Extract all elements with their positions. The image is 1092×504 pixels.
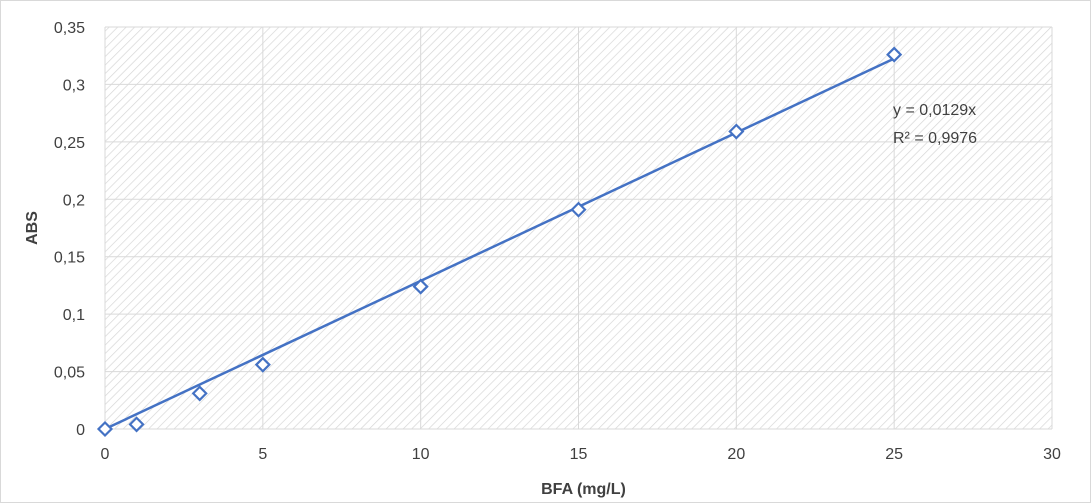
data-point	[728, 123, 745, 140]
data-points	[96, 46, 903, 438]
data-point	[254, 356, 271, 373]
y-tick-label: 0,2	[63, 192, 85, 209]
x-tick-label: 15	[570, 446, 588, 463]
y-tick-label: 0,3	[63, 77, 85, 94]
y-tick-label: 0,1	[63, 307, 85, 324]
data-point	[96, 420, 114, 438]
r-squared-label: R² = 0,9976	[893, 130, 977, 147]
y-tick-label: 0,05	[54, 365, 85, 382]
x-tick-label: 20	[727, 446, 745, 463]
data-point	[570, 201, 587, 218]
x-tick-label: 0	[101, 446, 110, 463]
trendline-equation: y = 0,0129x	[893, 102, 976, 119]
y-tick-label: 0,15	[54, 250, 85, 267]
y-tick-label: 0,35	[54, 20, 85, 37]
y-tick-label: 0	[76, 422, 85, 439]
y-axis-title: ABS	[24, 211, 41, 245]
trendline	[104, 57, 895, 431]
data-point	[886, 46, 903, 63]
tick-labels: 0 0,05 0,1 0,15 0,2 0,25 0,3 0,35 0 5 10 15 20 25 30	[54, 20, 1061, 463]
x-tick-label: 30	[1043, 446, 1061, 463]
data-point	[191, 385, 208, 402]
gridlines	[104, 26, 1053, 430]
x-tick-label: 5	[258, 446, 267, 463]
x-tick-label: 25	[885, 446, 903, 463]
data-point	[128, 416, 145, 433]
x-axis-title: BFA (mg/L)	[541, 481, 626, 498]
y-tick-label: 0,25	[54, 135, 85, 152]
x-tick-label: 10	[412, 446, 430, 463]
data-point	[412, 278, 429, 295]
